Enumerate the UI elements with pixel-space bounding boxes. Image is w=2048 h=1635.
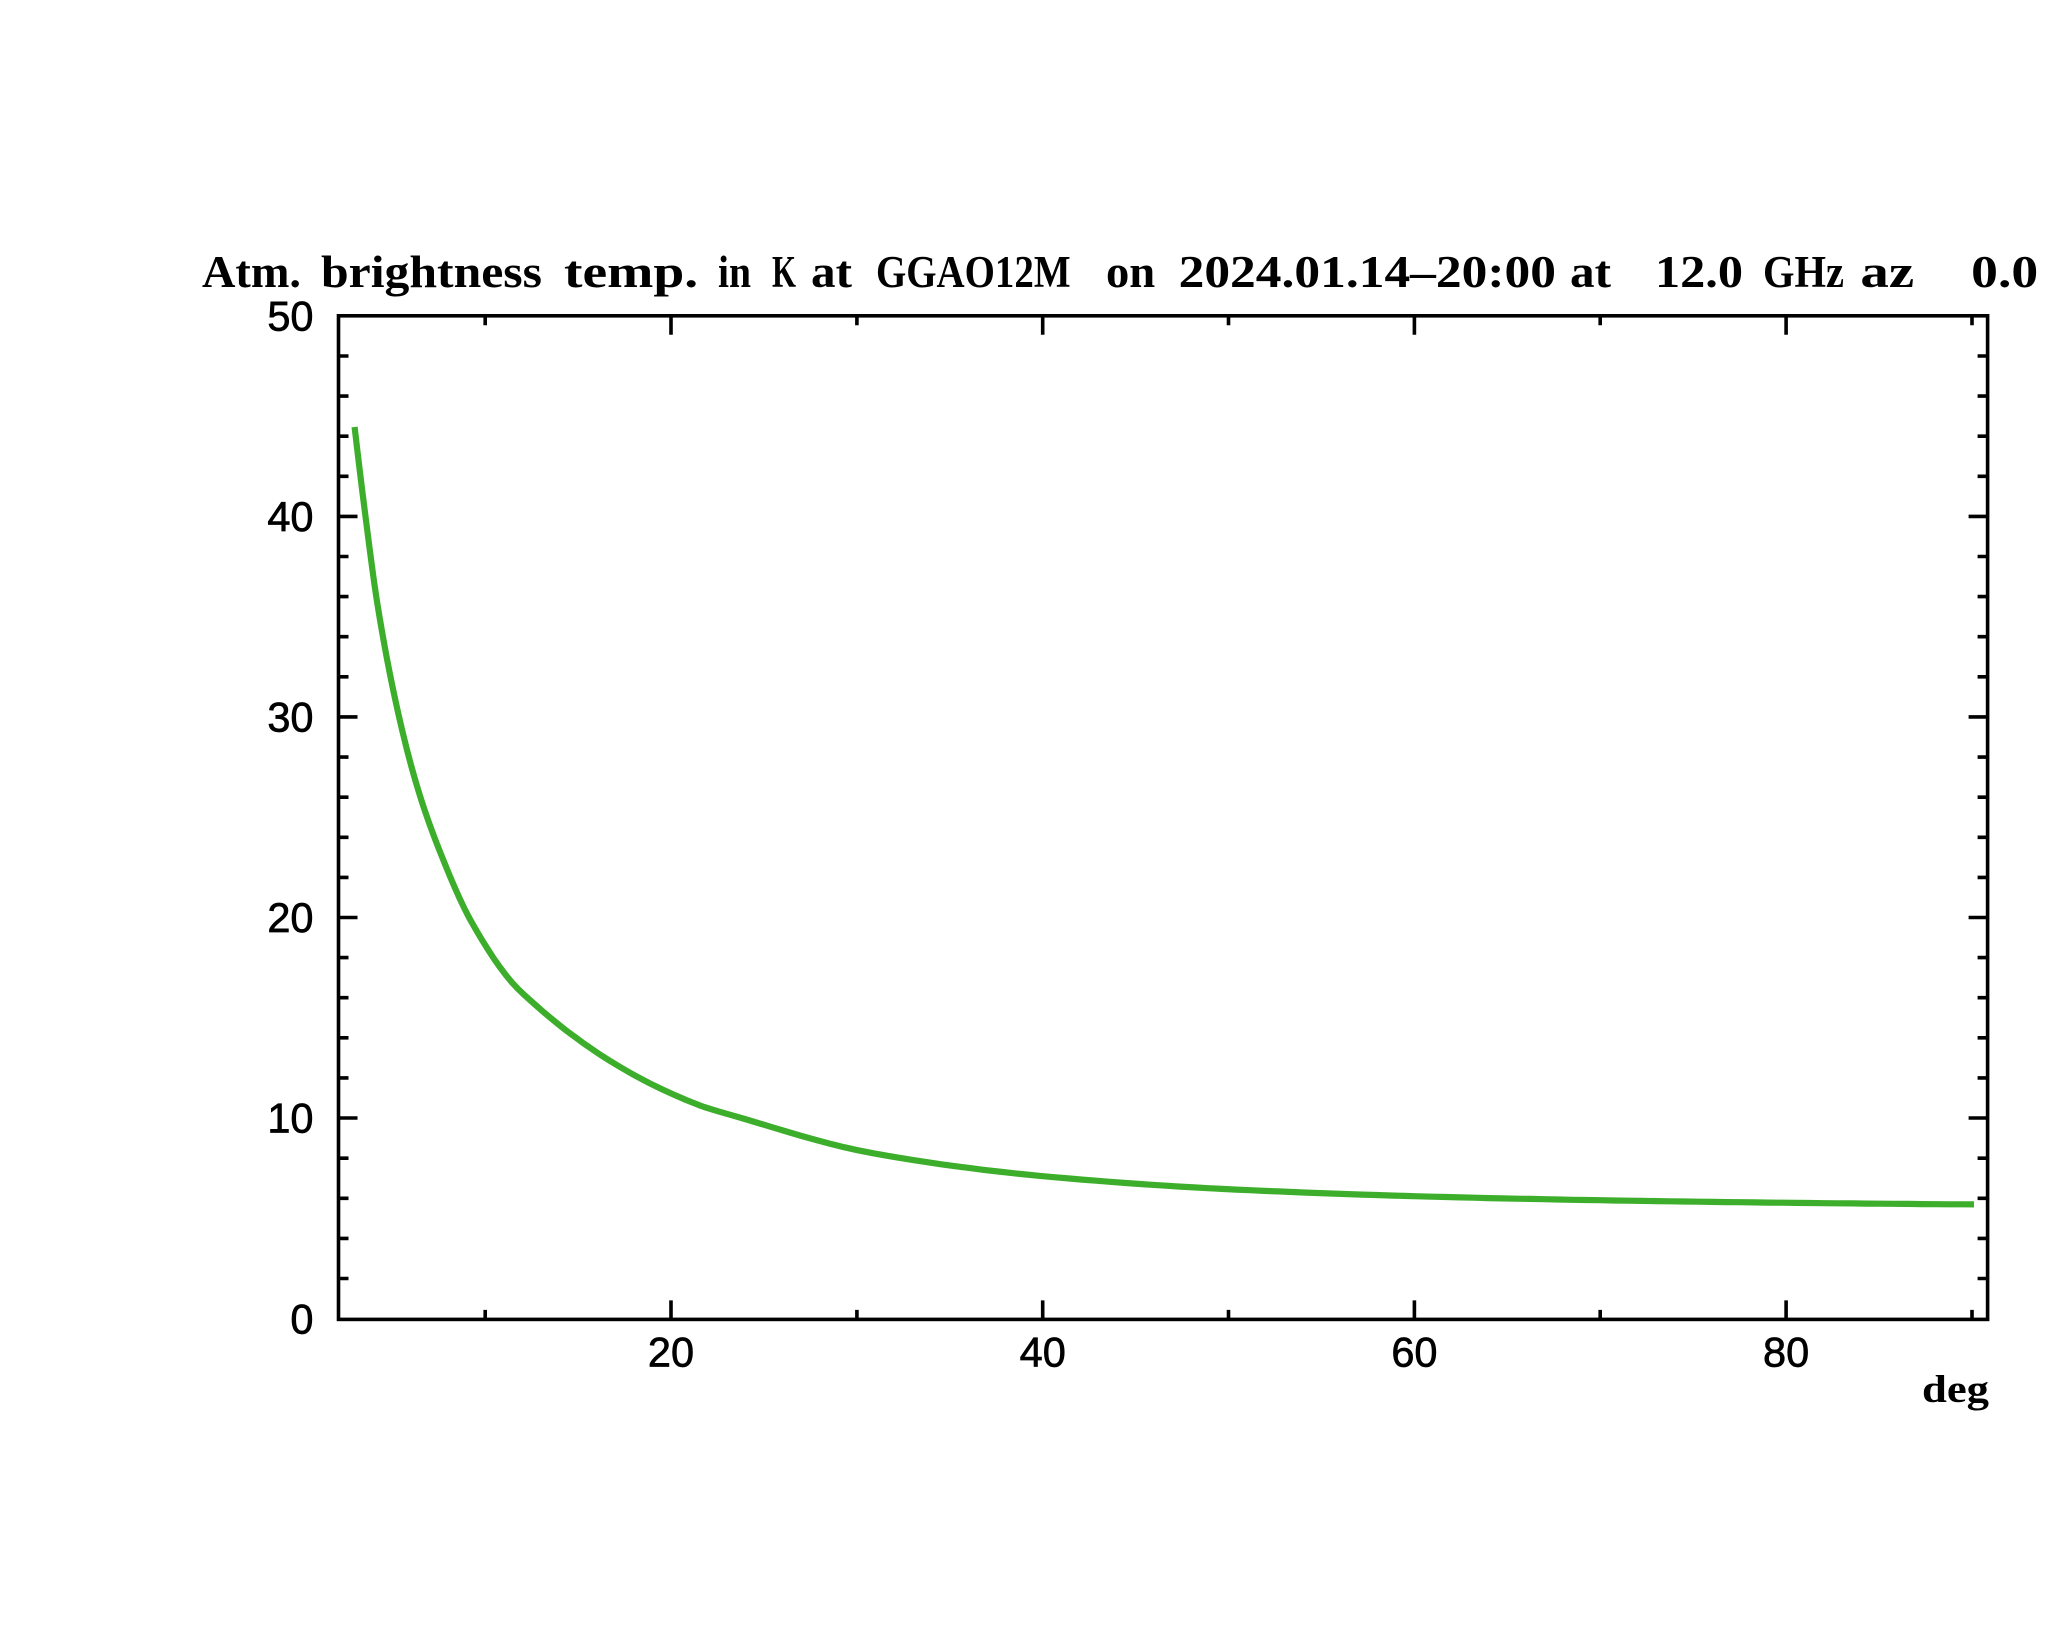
svg-text:2024.01.14–20:00: 2024.01.14–20:00 bbox=[1179, 247, 1556, 297]
svg-text:GHz: GHz bbox=[1763, 247, 1844, 297]
svg-text:K: K bbox=[772, 247, 796, 297]
svg-text:80: 80 bbox=[1763, 1329, 1809, 1376]
svg-text:40: 40 bbox=[1020, 1329, 1066, 1376]
svg-text:50: 50 bbox=[267, 293, 313, 340]
svg-text:brightness: brightness bbox=[321, 247, 542, 297]
svg-text:12.0: 12.0 bbox=[1655, 247, 1743, 297]
svg-text:in: in bbox=[718, 247, 751, 297]
svg-text:Atm.: Atm. bbox=[202, 247, 301, 297]
svg-text:deg: deg bbox=[1922, 1367, 1989, 1411]
svg-text:at: at bbox=[811, 247, 852, 297]
svg-text:40: 40 bbox=[267, 493, 313, 540]
svg-text:20: 20 bbox=[267, 894, 313, 941]
svg-text:GGAO12M: GGAO12M bbox=[876, 247, 1071, 297]
svg-text:temp.: temp. bbox=[564, 247, 698, 297]
svg-text:at: at bbox=[1570, 247, 1611, 297]
svg-text:20: 20 bbox=[648, 1329, 694, 1376]
svg-text:60: 60 bbox=[1391, 1329, 1437, 1376]
svg-text:0: 0 bbox=[290, 1295, 313, 1342]
svg-text:10: 10 bbox=[267, 1095, 313, 1142]
svg-text:0.0: 0.0 bbox=[1971, 247, 2038, 297]
svg-text:az: az bbox=[1860, 247, 1914, 297]
svg-text:30: 30 bbox=[267, 694, 313, 741]
svg-text:on: on bbox=[1106, 247, 1155, 297]
